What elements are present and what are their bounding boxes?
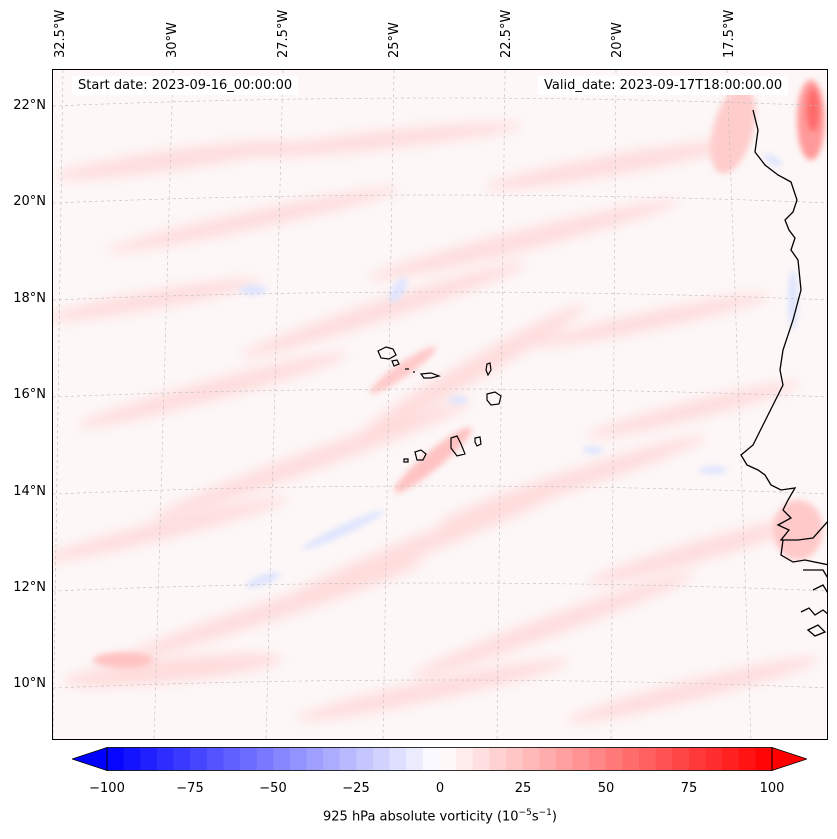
cb-tick-neg50: −50 bbox=[259, 781, 287, 796]
negative-vorticity-features bbox=[239, 153, 798, 588]
lat-label-10n: 10°N bbox=[13, 676, 46, 691]
colorbar-cell bbox=[456, 747, 474, 771]
island-fogo bbox=[414, 449, 427, 461]
cb-tick-0: 0 bbox=[435, 781, 445, 796]
lat-label-22n: 22°N bbox=[13, 98, 46, 113]
colorbar-cell bbox=[306, 747, 324, 771]
colorbar-cell bbox=[123, 747, 141, 771]
island-boa-vista bbox=[486, 391, 502, 406]
lon-label-25w: 25°W bbox=[387, 22, 402, 58]
colorbar-cell bbox=[622, 747, 640, 771]
cb-tick-neg75: −75 bbox=[176, 781, 204, 796]
lon-label-27-5w: 27.5°W bbox=[276, 9, 291, 58]
cb-tick-50: 50 bbox=[597, 781, 615, 796]
lat-label-14n: 14°N bbox=[13, 484, 46, 499]
colorbar-cell bbox=[140, 747, 158, 771]
valid-date-label: Valid_date: 2023-09-17T18:00:00.00 bbox=[538, 76, 789, 95]
colorbar-cell bbox=[639, 747, 657, 771]
colorbar-cell bbox=[289, 747, 308, 771]
colorbar-cell bbox=[672, 747, 690, 771]
colorbar-cell bbox=[572, 747, 590, 771]
colorbar-cell bbox=[389, 747, 407, 771]
colorbar-cell bbox=[705, 747, 723, 771]
colorbar-cells bbox=[107, 747, 773, 771]
lat-label-18n: 18°N bbox=[13, 291, 46, 306]
colorbar-cell bbox=[489, 747, 507, 771]
colorbar-cell bbox=[256, 747, 274, 771]
colorbar-cell bbox=[755, 747, 773, 771]
coastlines bbox=[740, 109, 827, 637]
colorbar-cell bbox=[422, 747, 441, 771]
cb-tick-100: 100 bbox=[759, 781, 785, 796]
colorbar-cell bbox=[406, 747, 424, 771]
lat-label-20n: 20°N bbox=[13, 194, 46, 209]
colorbar-cell bbox=[373, 747, 391, 771]
colorbar-cell bbox=[555, 747, 574, 771]
colorbar-cell bbox=[472, 747, 490, 771]
cape-verde-islands bbox=[377, 346, 502, 463]
cb-tick-75: 75 bbox=[680, 781, 698, 796]
cb-tick-neg25: −25 bbox=[342, 781, 370, 796]
cb-tick-25: 25 bbox=[514, 781, 532, 796]
colorbar-cell bbox=[107, 747, 125, 771]
island-santiago bbox=[450, 435, 466, 457]
colorbar-cell bbox=[522, 747, 540, 771]
colorbar-cell bbox=[190, 747, 208, 771]
colorbar-cell bbox=[356, 747, 374, 771]
cb-tick-neg100: −100 bbox=[89, 781, 125, 796]
lon-label-20w: 20°W bbox=[610, 22, 625, 58]
island-brava bbox=[403, 458, 409, 463]
lat-label-12n: 12°N bbox=[13, 580, 46, 595]
colorbar-extend-high bbox=[771, 747, 807, 771]
colorbar-cell bbox=[273, 747, 291, 771]
colorbar-cell bbox=[223, 747, 241, 771]
colorbar-label: 925 hPa absolute vorticity (10−5s−1) bbox=[323, 808, 557, 825]
island-sao-vicente bbox=[391, 359, 400, 367]
lon-label-17-5w: 17.5°W bbox=[722, 9, 737, 58]
island-maio bbox=[474, 436, 482, 447]
colorbar-cell bbox=[323, 747, 341, 771]
lon-label-22-5w: 22.5°W bbox=[499, 9, 514, 58]
strong-positive-features bbox=[93, 80, 825, 668]
colorbar-cell bbox=[722, 747, 740, 771]
graticule bbox=[53, 70, 827, 739]
island-santo-antao bbox=[377, 346, 397, 360]
colorbar-extend-low bbox=[72, 747, 108, 771]
colorbar-cell bbox=[156, 747, 175, 771]
map-panel: Start date: 2023-09-16_00:00:00 Valid_da… bbox=[52, 69, 828, 740]
colorbar-cell bbox=[605, 747, 623, 771]
vorticity-field bbox=[53, 70, 827, 739]
colorbar-cell bbox=[688, 747, 707, 771]
colorbar-cell bbox=[655, 747, 673, 771]
colorbar-cell bbox=[539, 747, 557, 771]
african-coastline bbox=[740, 109, 827, 541]
island-sal bbox=[485, 362, 492, 377]
start-date-label: Start date: 2023-09-16_00:00:00 bbox=[72, 76, 299, 95]
lon-label-32-5w: 32.5°W bbox=[53, 9, 68, 58]
colorbar-cell bbox=[589, 747, 607, 771]
colorbar bbox=[72, 747, 807, 771]
positive-vorticity-bands bbox=[53, 122, 820, 723]
colorbar-cell bbox=[506, 747, 524, 771]
colorbar-cell bbox=[173, 747, 191, 771]
lon-label-30w: 30°W bbox=[165, 22, 180, 58]
colorbar-cell bbox=[738, 747, 756, 771]
colorbar-cell bbox=[240, 747, 258, 771]
colorbar-cell bbox=[439, 747, 457, 771]
lat-label-16n: 16°N bbox=[13, 387, 46, 402]
island-sao-nicolau bbox=[419, 372, 442, 379]
colorbar-cell bbox=[206, 747, 224, 771]
colorbar-cell bbox=[339, 747, 357, 771]
